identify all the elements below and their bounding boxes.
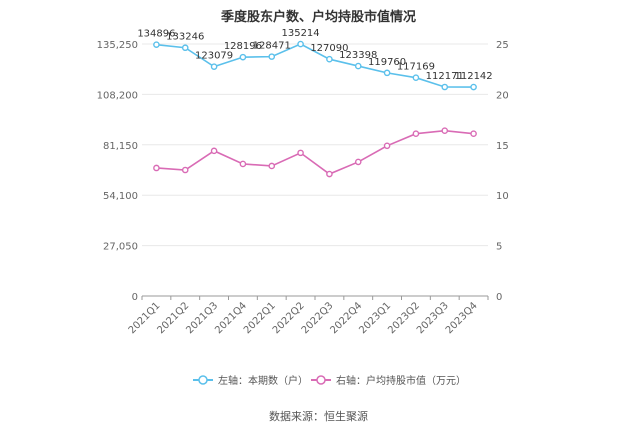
market-value-point: [181, 166, 189, 174]
market-value-point: [297, 149, 304, 157]
legend-item-left[interactable]: 左轴：本期数（户）: [192, 372, 308, 387]
market-value-point: [153, 164, 160, 172]
holders-point: [441, 83, 449, 91]
market-value-point: [470, 130, 477, 138]
right-axis-tick-label: 5: [496, 242, 502, 253]
holders-data-label: 134896: [137, 29, 175, 40]
chart-title: 季度股东户数、户均持股市值情况: [220, 10, 416, 25]
holders-point: [383, 69, 391, 77]
series-line-market-value: [156, 129, 474, 175]
left-axis-tick-label: 108,200: [97, 90, 138, 101]
left-axis-tick-label: 135,250: [97, 40, 138, 51]
holders-data-label: 128196: [224, 41, 262, 52]
market-value-point: [412, 130, 420, 138]
right-axis-tick-label: 0: [496, 292, 502, 303]
holders-data-label: 112142: [454, 71, 492, 82]
legend-item-right[interactable]: 右轴：户均持股市值（万元）: [310, 372, 466, 387]
holders-point: [412, 74, 420, 81]
legend-label-left: 左轴：本期数（户）: [218, 376, 308, 387]
holders-point: [297, 40, 304, 48]
market-value-point: [210, 147, 218, 155]
x-axis-tick-label: 2023Q4: [444, 300, 480, 336]
holders-data-label: 119760: [368, 57, 406, 68]
holders-data-label: 128471: [253, 41, 291, 52]
holders-data-label: 127090: [310, 43, 348, 54]
holders-point: [153, 41, 160, 48]
holders-data-label: 123079: [195, 51, 233, 62]
data-source: 数据来源：恒生聚源: [269, 410, 368, 423]
holders-point: [268, 53, 276, 60]
holders-point: [210, 63, 218, 70]
holders-data-label: 133246: [166, 32, 204, 43]
market-value-point: [239, 160, 247, 168]
right-axis-tick-label: 15: [496, 141, 509, 152]
holders-data-label: 117169: [397, 62, 435, 73]
market-value-point: [383, 142, 391, 150]
market-value-point: [441, 127, 449, 134]
holders-point: [470, 83, 477, 91]
holders-point: [354, 62, 362, 70]
series-line-holders: [156, 43, 474, 88]
right-axis-tick-label: 20: [496, 90, 509, 101]
legend-line-marker-icon: [193, 374, 213, 385]
left-axis-tick-label: 27,050: [103, 242, 138, 253]
holders-point: [326, 55, 333, 63]
holders-point: [181, 44, 189, 52]
left-axis-tick-label: 81,150: [103, 141, 138, 152]
left-axis-tick-label: 54,100: [103, 191, 138, 202]
holders-data-label: 123398: [339, 50, 377, 61]
market-value-point: [268, 162, 276, 170]
market-value-point: [326, 170, 333, 178]
holders-data-label: 135214: [281, 28, 319, 39]
right-axis-tick-label: 10: [496, 191, 509, 202]
market-value-point: [354, 158, 362, 166]
right-axis-tick-label: 25: [496, 40, 509, 51]
legend-label-right: 右轴：户均持股市值（万元）: [336, 376, 466, 387]
holders-point: [239, 53, 247, 61]
left-axis-tick-label: 0: [132, 292, 138, 303]
holders-data-label: 112171: [426, 71, 464, 82]
legend-line-marker-icon: [311, 374, 331, 385]
